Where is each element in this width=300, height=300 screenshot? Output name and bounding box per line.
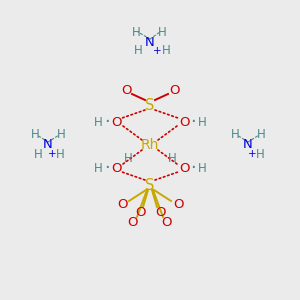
- Text: O: O: [155, 206, 165, 218]
- Text: ·: ·: [190, 159, 196, 177]
- Text: N: N: [145, 35, 155, 49]
- Text: H: H: [198, 161, 206, 175]
- Text: S: S: [145, 98, 155, 112]
- Text: O: O: [179, 116, 189, 128]
- Text: H: H: [57, 128, 65, 142]
- Text: O: O: [169, 83, 179, 97]
- Text: H: H: [94, 116, 102, 128]
- Text: O: O: [117, 199, 127, 212]
- Text: O: O: [111, 116, 121, 128]
- Text: H: H: [231, 128, 239, 142]
- Text: H: H: [56, 148, 64, 160]
- Text: H: H: [198, 116, 206, 128]
- Text: ·: ·: [104, 159, 110, 177]
- Text: O: O: [111, 161, 121, 175]
- Text: ·: ·: [190, 113, 196, 131]
- Text: H: H: [94, 161, 102, 175]
- Text: Rh: Rh: [141, 138, 159, 152]
- Text: O: O: [179, 161, 189, 175]
- Text: O: O: [135, 206, 145, 218]
- Text: S: S: [145, 178, 155, 193]
- Text: H: H: [158, 26, 166, 38]
- Text: +: +: [248, 149, 256, 159]
- Text: H: H: [124, 152, 132, 164]
- Text: N: N: [43, 139, 53, 152]
- Text: H: H: [256, 148, 264, 160]
- Text: H: H: [132, 26, 140, 38]
- Text: H: H: [134, 44, 142, 58]
- Text: H: H: [168, 152, 176, 164]
- Text: O: O: [173, 199, 183, 212]
- Text: ·: ·: [104, 113, 110, 131]
- Text: O: O: [162, 215, 172, 229]
- Text: N: N: [243, 139, 253, 152]
- Text: H: H: [162, 44, 170, 58]
- Text: O: O: [128, 215, 138, 229]
- Text: +: +: [153, 46, 161, 56]
- Text: O: O: [121, 83, 131, 97]
- Text: H: H: [34, 148, 42, 160]
- Text: H: H: [31, 128, 39, 142]
- Text: H: H: [256, 128, 266, 142]
- Text: +: +: [48, 149, 56, 159]
